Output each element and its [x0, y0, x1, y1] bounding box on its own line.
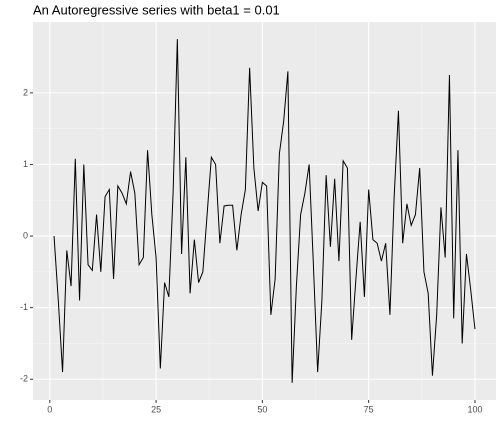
- y-tick-label: 2: [23, 87, 28, 97]
- y-tick-label: -2: [20, 374, 28, 384]
- x-tick-label: 100: [467, 404, 482, 414]
- x-tick-label: 25: [151, 404, 161, 414]
- x-tick-label: 75: [364, 404, 374, 414]
- y-tick-label: -1: [20, 302, 28, 312]
- x-tick-label: 50: [257, 404, 267, 414]
- y-tick-label: 1: [23, 159, 28, 169]
- y-tick-label: 0: [23, 230, 28, 240]
- line: [53, 39, 476, 383]
- chart-title: An Autoregressive series with beta1 = 0.…: [33, 2, 280, 17]
- x-tick-label: 0: [47, 404, 52, 414]
